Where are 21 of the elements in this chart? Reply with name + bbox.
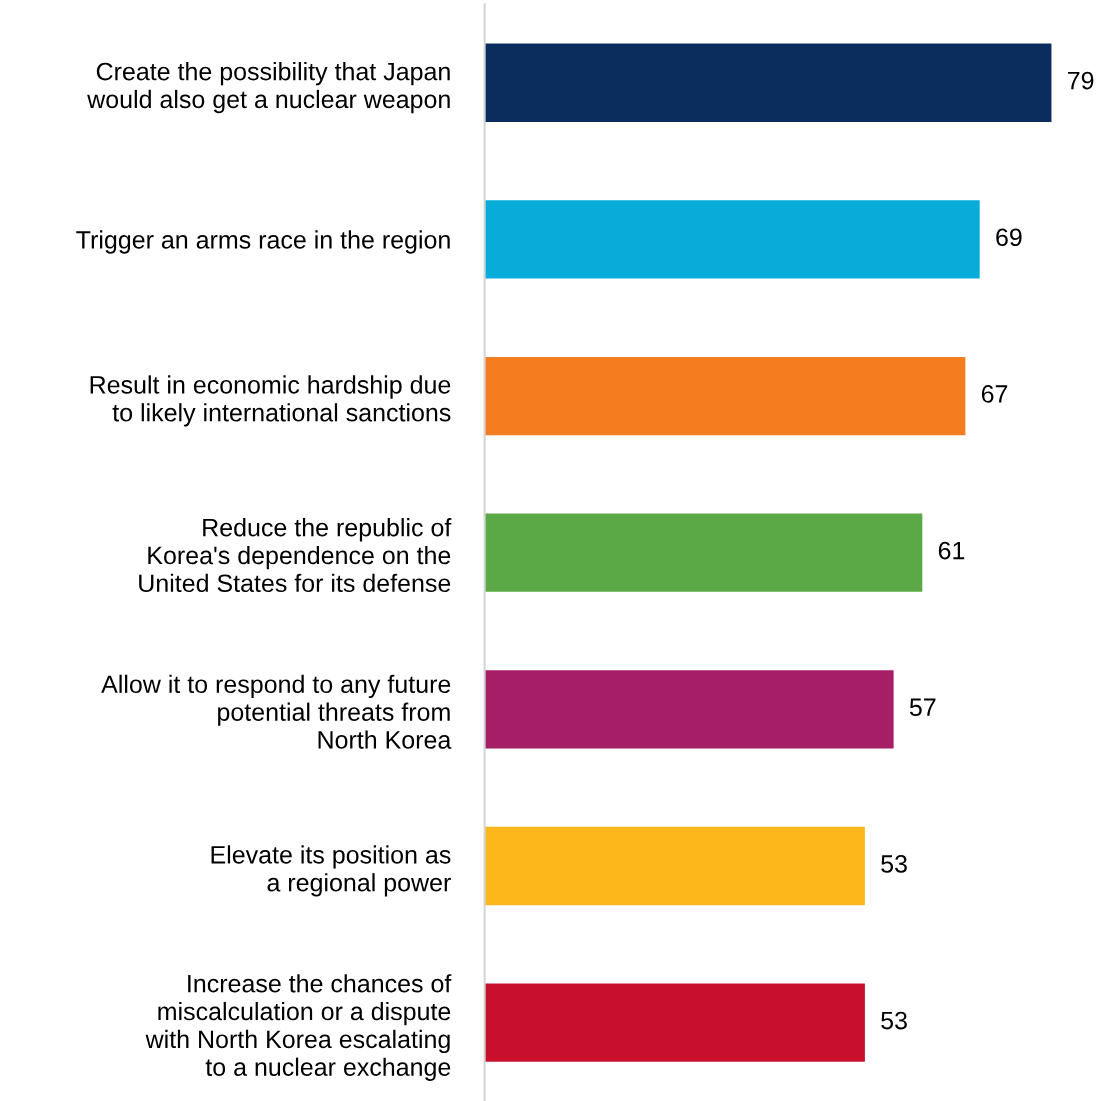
- data-label: 57: [909, 698, 936, 717]
- data-label: 67: [981, 385, 1008, 403]
- data-label: 53: [881, 1011, 907, 1030]
- data-label: 69: [996, 228, 1022, 247]
- y-tick-label: Trigger an arms race in the region: [76, 230, 450, 254]
- y-tick-label: Elevate its position as a regional power: [211, 845, 451, 897]
- data-label: 79: [1068, 71, 1094, 90]
- y-tick-label: Result in economic hardship due to likely international sanctions: [90, 375, 451, 427]
- bar: [484, 200, 980, 279]
- data-label: 53: [881, 855, 907, 873]
- bar: [484, 983, 865, 1062]
- bar: [484, 513, 923, 592]
- y-tick-label: Reduce the republic of Korea's dependence on the United States for its defense: [139, 518, 452, 593]
- y-tick-label: Allow it to respond to any future potential threats from North Korea: [101, 674, 452, 749]
- bar: [484, 43, 1052, 122]
- y-tick-label: Create the possibility that Japan would also get a nuclear weapon: [87, 62, 450, 114]
- data-label: 61: [938, 541, 965, 560]
- bar: [484, 356, 966, 436]
- bar: [484, 670, 894, 749]
- bar: [484, 826, 865, 906]
- y-tick-label: Increase the chances of miscalculation or a dispute with North Korea escalating to a nuclear exchange: [145, 974, 452, 1081]
